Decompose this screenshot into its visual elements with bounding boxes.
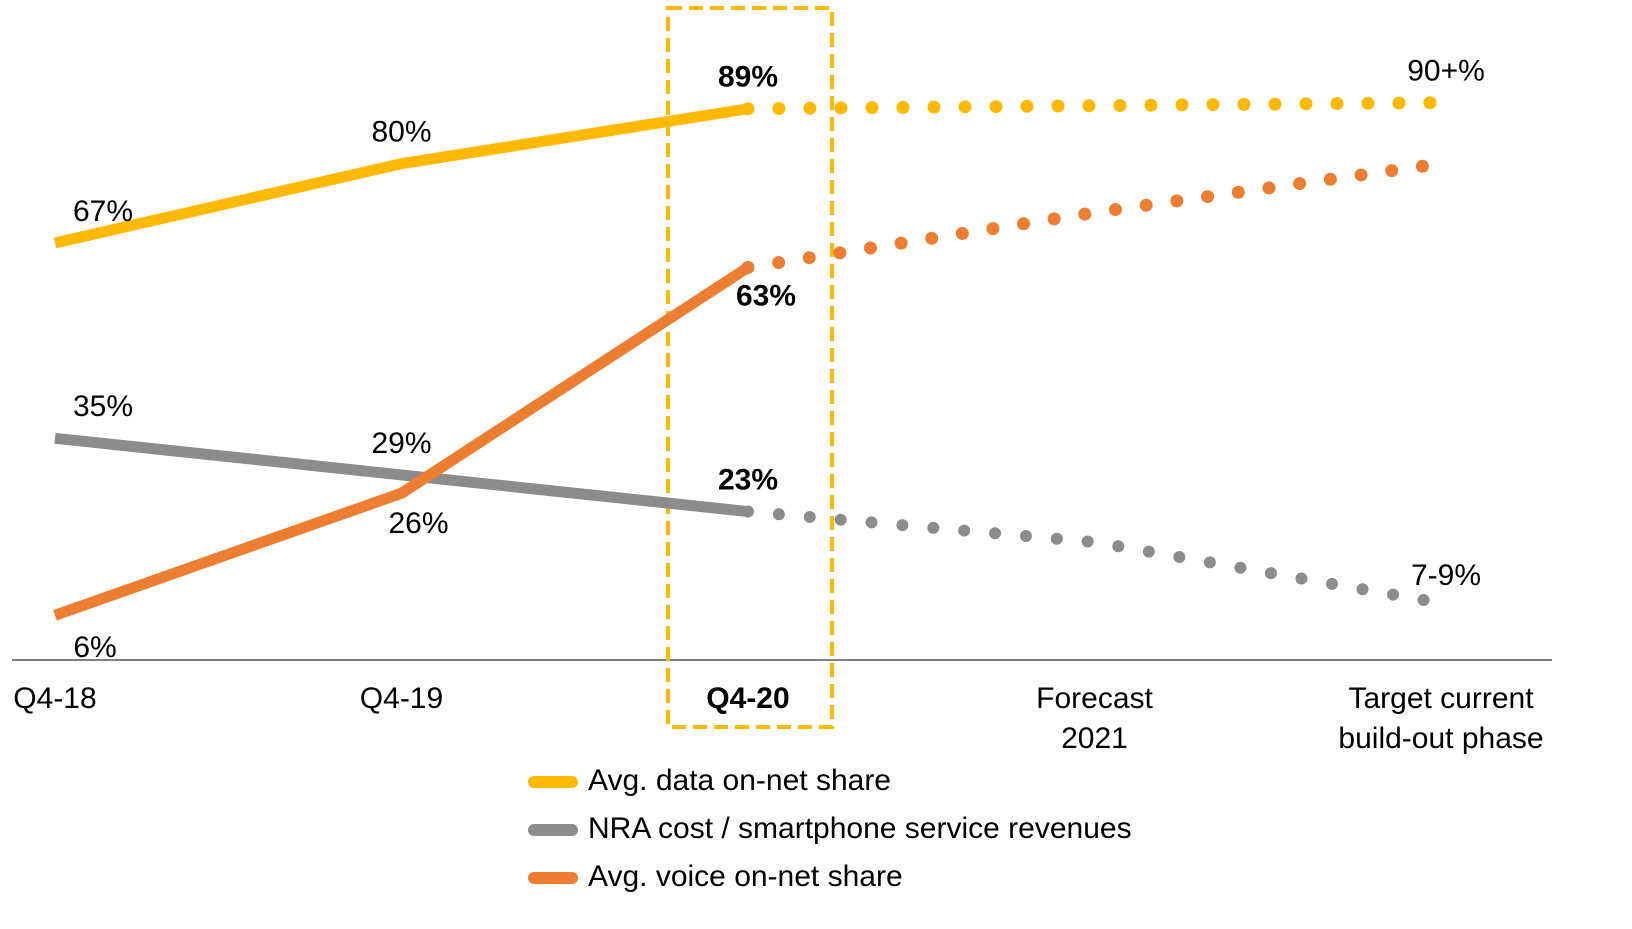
data-label: 23% xyxy=(718,463,778,496)
data-label: 67% xyxy=(73,195,133,228)
data-label: 7-9% xyxy=(1411,559,1481,592)
series-line xyxy=(54,432,749,518)
data-label: 35% xyxy=(73,390,133,423)
legend-label: Avg. data on-net share xyxy=(588,764,891,797)
forecast-line xyxy=(741,96,1448,116)
x-tick-label: Forecast 2021 xyxy=(1036,682,1153,755)
data-label: 26% xyxy=(388,507,448,540)
data-label: 89% xyxy=(718,61,778,94)
legend-swatch xyxy=(528,872,578,884)
legend-label: NRA cost / smartphone service revenues xyxy=(588,812,1132,845)
legend-swatch xyxy=(528,824,578,836)
x-tick-label: Q4-18 xyxy=(13,682,96,715)
data-label: 63% xyxy=(736,279,796,312)
forecast-line xyxy=(742,505,1447,610)
legend-swatch xyxy=(528,776,578,788)
series-line xyxy=(53,262,752,621)
series-line xyxy=(53,103,749,249)
x-tick-label: Target current build-out phase xyxy=(1338,682,1543,755)
data-label: 90+% xyxy=(1407,55,1485,88)
legend-label: Avg. voice on-net share xyxy=(588,860,903,893)
data-label: 29% xyxy=(371,427,431,460)
data-label: 80% xyxy=(371,116,431,149)
data-label: 6% xyxy=(73,631,116,664)
x-tick-label: Q4-20 xyxy=(706,682,789,715)
forecast-line xyxy=(741,157,1448,274)
x-tick-label: Q4-19 xyxy=(360,682,443,715)
